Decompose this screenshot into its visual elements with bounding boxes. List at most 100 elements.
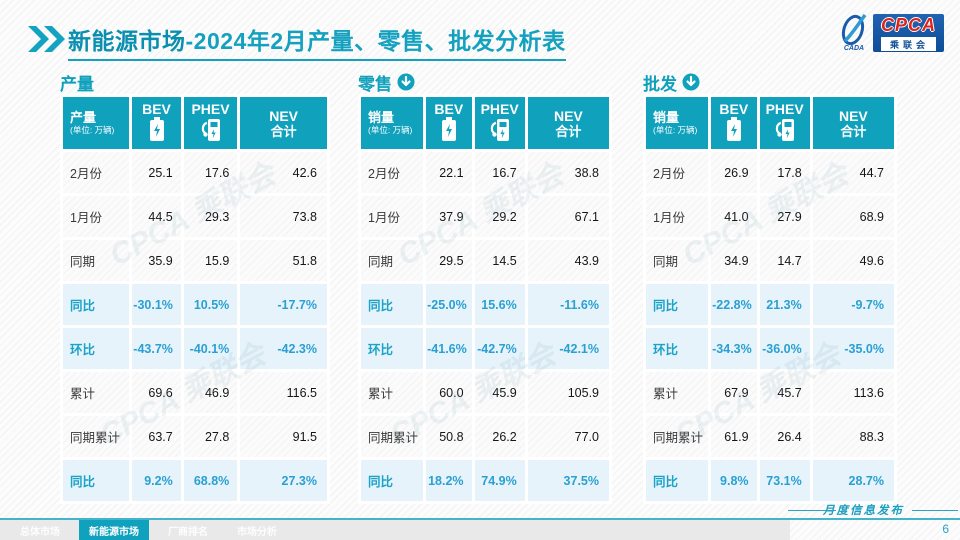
- tab-manufacturer-ranking[interactable]: 厂商排名: [168, 526, 208, 538]
- row-label: 2月份: [361, 152, 424, 193]
- table-row-highlight: 同比 9.2% 68.8% 27.3%: [63, 460, 327, 501]
- bev-value: 18.2%: [426, 460, 472, 501]
- unit-label: 销量: [653, 110, 680, 125]
- phev-value: -36.0%: [759, 328, 810, 369]
- row-label: 环比: [646, 328, 709, 369]
- tab-overall-market[interactable]: 总体市场: [20, 526, 60, 538]
- retail-table: 销量 (单位: 万辆) BEV PHEV NEV 合计 2月份 22.1 16.7 38.…: [358, 94, 612, 504]
- nev-value: 49.6: [812, 240, 894, 281]
- bev-value: 69.6: [132, 372, 181, 413]
- wholesale-table: 销量 (单位: 万辆) BEV PHEV NEV 合计 2月份 26.9 17.8 44.…: [643, 94, 897, 504]
- org-label: 乘联会: [880, 36, 936, 51]
- wholesale-section-label: 批发: [643, 70, 897, 94]
- table-row: 累计 60.0 45.9 105.9: [361, 372, 609, 413]
- cada-swoosh-icon: [841, 13, 867, 46]
- phev-value: 14.7: [759, 240, 810, 281]
- row-label: 环比: [63, 328, 130, 369]
- row-label: 同比: [63, 460, 130, 501]
- row-label: 同期: [646, 240, 709, 281]
- row-label: 1月份: [646, 196, 709, 237]
- bev-value: 44.5: [132, 196, 181, 237]
- nev-label: NEV: [838, 107, 868, 124]
- row-label: 2月份: [63, 152, 130, 193]
- nev-value: 68.9: [812, 196, 894, 237]
- row-label: 同比: [361, 284, 424, 325]
- row-label: 同比: [646, 460, 709, 501]
- nev-value: 28.7%: [812, 460, 894, 501]
- table-row: 1月份 37.9 29.2 67.1: [361, 196, 609, 237]
- phev-value: 45.7: [759, 372, 810, 413]
- bev-value: 60.0: [426, 372, 472, 413]
- unit-header-cell: 产量 (单位: 万辆): [63, 97, 130, 149]
- table-row: 2月份 26.9 17.8 44.7: [646, 152, 894, 193]
- table-row-highlight: 同比 -30.1% 10.5% -17.7%: [63, 284, 327, 325]
- footer-tab-strip: 总体市场 新能源市场 厂商排名 市场分析: [0, 520, 790, 540]
- phev-value: 26.2: [474, 416, 525, 457]
- down-arrow-icon: [397, 73, 415, 91]
- unit-header-cell: 销量 (单位: 万辆): [646, 97, 709, 149]
- cpca-logo: CADA CPCA 乘联会: [839, 13, 944, 52]
- phev-value: 15.6%: [474, 284, 525, 325]
- header-row: 产量 (单位: 万辆) BEV PHEV NEV 合计: [63, 97, 327, 149]
- phev-label: PHEV: [765, 100, 804, 117]
- tab-nev-market[interactable]: 新能源市场: [79, 520, 149, 540]
- table-row-highlight: 环比 -34.3% -36.0% -35.0%: [646, 328, 894, 369]
- bev-value: -25.0%: [426, 284, 472, 325]
- phev-value: -40.1%: [183, 328, 238, 369]
- table-row: 同期 29.5 14.5 43.9: [361, 240, 609, 281]
- production-section-label: 产量: [60, 70, 330, 94]
- row-label: 同比: [646, 284, 709, 325]
- page-title-highlight: 新能源市场: [68, 28, 186, 54]
- unit-label: 销量: [368, 110, 395, 125]
- production-table: 产量 (单位: 万辆) BEV PHEV NEV 合计 2月份 25.1 17.6 42.…: [60, 94, 330, 504]
- nev-header-cell: NEV 合计: [240, 97, 327, 149]
- row-label: 同期累计: [361, 416, 424, 457]
- row-label: 环比: [361, 328, 424, 369]
- row-label: 同期累计: [63, 416, 130, 457]
- nev-value: 116.5: [240, 372, 327, 413]
- section-label-text: 批发: [643, 74, 677, 94]
- tab-market-analysis[interactable]: 市场分析: [237, 526, 277, 538]
- table-row: 同期累计 50.8 26.2 77.0: [361, 416, 609, 457]
- cada-label: CADA: [843, 45, 865, 52]
- footer-divider-line: [0, 518, 960, 520]
- cpca-box: CPCA 乘联会: [872, 13, 944, 52]
- row-label: 同期: [361, 240, 424, 281]
- nev-value: 91.5: [240, 416, 327, 457]
- nev-value: -11.6%: [527, 284, 609, 325]
- nev-label: NEV: [269, 107, 299, 124]
- table-row: 2月份 25.1 17.6 42.6: [63, 152, 327, 193]
- phev-header-cell: PHEV: [759, 97, 810, 149]
- bev-value: -43.7%: [132, 328, 181, 369]
- charger-icon: [775, 118, 794, 141]
- bev-value: 63.7: [132, 416, 181, 457]
- row-label: 1月份: [361, 196, 424, 237]
- phev-value: 21.3%: [759, 284, 810, 325]
- section-label-text: 产量: [60, 74, 94, 94]
- table-row-highlight: 同比 18.2% 74.9% 37.5%: [361, 460, 609, 501]
- table-row-highlight: 同比 -25.0% 15.6% -11.6%: [361, 284, 609, 325]
- nev-value: 77.0: [527, 416, 609, 457]
- row-label: 1月份: [63, 196, 130, 237]
- nev-value: 105.9: [527, 372, 609, 413]
- table-row: 1月份 41.0 27.9 68.9: [646, 196, 894, 237]
- row-label: 累计: [361, 372, 424, 413]
- nev-header-cell: NEV 合计: [527, 97, 609, 149]
- nev-value: -35.0%: [812, 328, 894, 369]
- nev-label2: 合计: [555, 123, 582, 139]
- nev-value: 88.3: [812, 416, 894, 457]
- nev-value: 44.7: [812, 152, 894, 193]
- phev-value: 27.8: [183, 416, 238, 457]
- bev-header-cell: BEV: [711, 97, 757, 149]
- phev-value: 14.5: [474, 240, 525, 281]
- bev-label: BEV: [719, 100, 749, 117]
- nev-value: 113.6: [812, 372, 894, 413]
- retail-table-block: 零售 CPCA 乘联会 CPCA 乘联会 销量(单位: 万辆) BEV PHEV…: [358, 70, 612, 504]
- page-title-rest: -2024年2月产量、零售、批发分析表: [185, 28, 566, 54]
- bev-label: BEV: [434, 100, 464, 117]
- footer-dash-right: [912, 510, 958, 511]
- header-row: 销量 (单位: 万辆) BEV PHEV NEV 合计: [361, 97, 609, 149]
- nev-label2: 合计: [840, 123, 867, 139]
- nev-value: 38.8: [527, 152, 609, 193]
- phev-value: 15.9: [183, 240, 238, 281]
